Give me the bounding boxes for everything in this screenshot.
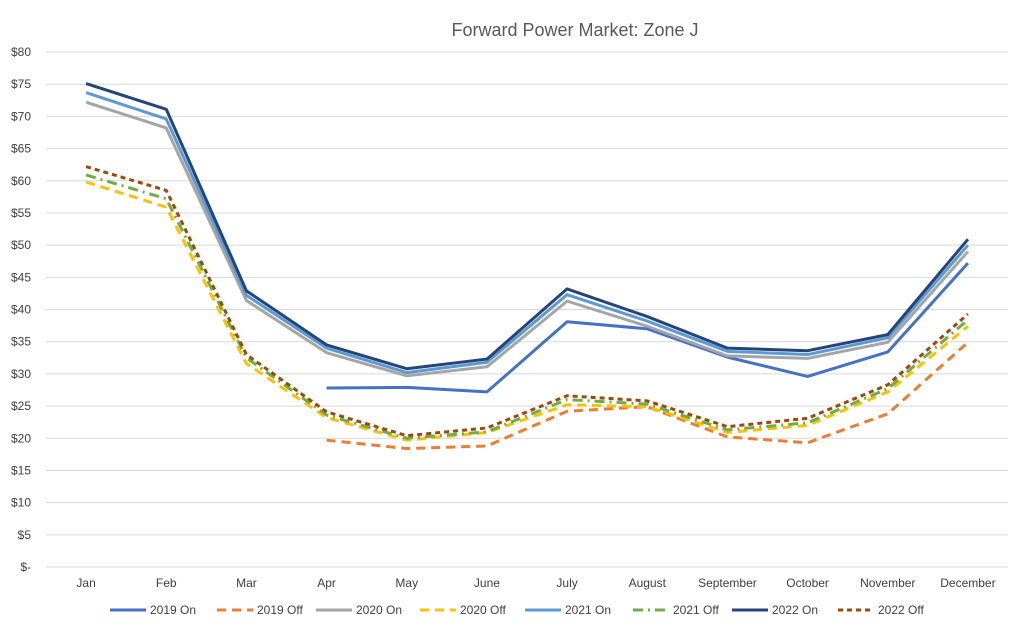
chart-title: Forward Power Market: Zone J bbox=[451, 20, 698, 40]
gridlines bbox=[46, 51, 1008, 568]
y-tick-label: $25 bbox=[11, 399, 31, 413]
legend-label: 2019 On bbox=[150, 603, 196, 617]
y-tick-label: $50 bbox=[11, 238, 31, 252]
series-lines bbox=[85, 82, 970, 451]
y-tick-label: $40 bbox=[11, 303, 31, 317]
y-axis-ticks: $- $5 $10 $15 $20 $25 $30 $35 $40 $45 $50 $55 $60 $65… bbox=[11, 45, 31, 574]
x-axis-ticks: Jan Feb Mar Apr May June July August September Oc… bbox=[76, 576, 995, 590]
y-tick-label: $5 bbox=[18, 528, 32, 542]
y-tick-label: $15 bbox=[11, 463, 31, 477]
x-tick-label: October bbox=[786, 576, 829, 590]
x-tick-label: August bbox=[629, 576, 667, 590]
y-tick-label: $10 bbox=[11, 496, 31, 510]
x-tick-label: Mar bbox=[236, 576, 257, 590]
x-tick-label: June bbox=[474, 576, 500, 590]
y-tick-label: $45 bbox=[11, 270, 31, 284]
series-line-2020-off bbox=[85, 180, 969, 442]
y-tick-label: $70 bbox=[11, 109, 31, 123]
legend-label: 2021 On bbox=[565, 603, 611, 617]
series-line-2022-off bbox=[85, 165, 969, 438]
x-tick-label: May bbox=[395, 576, 418, 590]
series-line-2022-on bbox=[85, 82, 970, 371]
legend-label: 2020 Off bbox=[460, 603, 506, 617]
series-line-2021-on bbox=[85, 91, 970, 375]
y-tick-label: $30 bbox=[11, 367, 31, 381]
series-line-2019-off bbox=[326, 341, 969, 451]
series-line-2020-on bbox=[85, 100, 970, 378]
legend-label: 2022 Off bbox=[878, 603, 924, 617]
y-tick-label: $80 bbox=[11, 45, 31, 59]
y-tick-label: $65 bbox=[11, 142, 31, 156]
x-tick-label: December bbox=[940, 576, 995, 590]
x-tick-label: July bbox=[556, 576, 577, 590]
legend-label: 2019 Off bbox=[257, 603, 303, 617]
y-tick-label: $20 bbox=[11, 431, 31, 445]
legend-label: 2022 On bbox=[772, 603, 818, 617]
y-tick-label: $55 bbox=[11, 206, 31, 220]
x-tick-label: Apr bbox=[317, 576, 336, 590]
y-tick-label: $75 bbox=[11, 77, 31, 91]
x-tick-label: November bbox=[860, 576, 915, 590]
legend-label: 2021 Off bbox=[673, 603, 719, 617]
y-tick-label: $- bbox=[20, 560, 31, 574]
series-line-2019-on bbox=[326, 262, 970, 394]
legend-label: 2020 On bbox=[356, 603, 402, 617]
y-tick-label: $35 bbox=[11, 335, 31, 349]
x-tick-label: September bbox=[698, 576, 757, 590]
y-tick-label: $60 bbox=[11, 174, 31, 188]
x-tick-label: Feb bbox=[156, 576, 177, 590]
legend: 2019 On 2019 Off 2020 On 2020 Off 2021 On 202… bbox=[110, 603, 924, 617]
x-tick-label: Jan bbox=[76, 576, 95, 590]
